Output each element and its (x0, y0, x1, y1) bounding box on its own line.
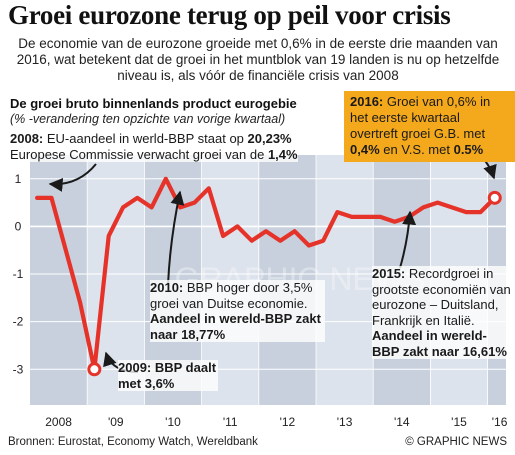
arrow-2008 (48, 163, 97, 192)
x-tick-label: '11 (223, 415, 238, 429)
page-title: Groei eurozone terug op peil voor crisis (8, 0, 451, 30)
note-2009-year: 2009: (118, 360, 152, 375)
chart-title: De groei bruto binnenlands product eurog… (10, 96, 297, 111)
note-2015-text: Recordgroei in grootste economiën van eu… (372, 266, 511, 328)
note-2010: 2010: BBP hoger door 3,5% groei van Duit… (150, 280, 325, 342)
note-2016-text1: Groei van 0,6% in het eerste kwartaal ov… (350, 94, 491, 141)
y-tick-label: -3 (13, 362, 24, 376)
arrow-2010 (167, 190, 185, 286)
x-tick-label: '15 (451, 415, 467, 429)
note-2010-bold: Aandeel in wereld-BBP zakt naar 18,77% (150, 311, 321, 342)
x-tick-label: '13 (337, 415, 353, 429)
note-2010-text: BBP hoger door 3,5% groei van Duitse eco… (150, 280, 313, 311)
y-tick-label: 0 (15, 219, 22, 233)
note-2008-value1: 20,23% (247, 131, 292, 146)
note-2009-text: BBP daalt met 3,6% (118, 360, 217, 391)
series-line (35, 176, 497, 372)
x-tick-label: 2008 (45, 415, 72, 429)
x-tick-label: '12 (280, 415, 296, 429)
note-2016: 2016: Groei van 0,6% in het eerste kwart… (344, 91, 515, 162)
highlight-marker (87, 362, 102, 377)
note-2016-value1: 0,4% (350, 142, 380, 157)
note-2016-value2: 0.5% (453, 142, 484, 157)
y-tick-label: 1 (15, 172, 22, 186)
note-2016-text2: en V.S. met (379, 142, 454, 157)
gridlines (30, 155, 506, 405)
series-group (35, 176, 502, 377)
note-2015: 2015: Recordgroei in grootste economiën … (372, 266, 512, 359)
highlight-marker (487, 190, 502, 205)
arrow-2015 (399, 210, 417, 269)
chart-subtitle: (% -verandering ten opzichte van vorige … (10, 112, 286, 126)
note-2015-bold: Aandeel in wereld-BBP zakt naar 16,61% (372, 328, 507, 359)
note-2009: 2009: BBP daalt met 3,6% (118, 360, 218, 391)
note-2008-value2: 1,4% (267, 146, 298, 162)
x-axis-ticks: 2008 '09 '10 '11 '12 '13 '14 '15 '16 (45, 415, 507, 429)
year-band (30, 155, 88, 405)
credit: © GRAPHIC NEWS (405, 436, 507, 448)
note-2008-text1: EU-aandeel in werld-BBP staat op (43, 131, 248, 146)
note-2015-year: 2015: (372, 266, 406, 281)
note-2016-year: 2016: (350, 94, 384, 109)
x-tick-label: '16 (492, 415, 508, 429)
y-axis-ticks: 1 0 -1 -2 -3 (13, 172, 24, 376)
note-2008-year: 2008: (10, 131, 44, 146)
y-tick-label: -2 (13, 315, 24, 329)
note-2008: 2008: EU-aandeel in werld-BBP staat op 2… (10, 131, 298, 162)
note-2010-year: 2010: (150, 280, 184, 295)
x-tick-label: '09 (108, 415, 124, 429)
page-subtitle: De economie van de eurozone groeide met … (16, 36, 500, 83)
note-2008-text2: Europese Commissie verwacht groei van de (10, 146, 268, 162)
sources: Bronnen: Eurostat, Economy Watch, Wereld… (8, 436, 258, 448)
x-tick-label: '10 (165, 415, 181, 429)
x-tick-label: '14 (394, 415, 410, 429)
y-tick-label: -1 (13, 267, 24, 281)
